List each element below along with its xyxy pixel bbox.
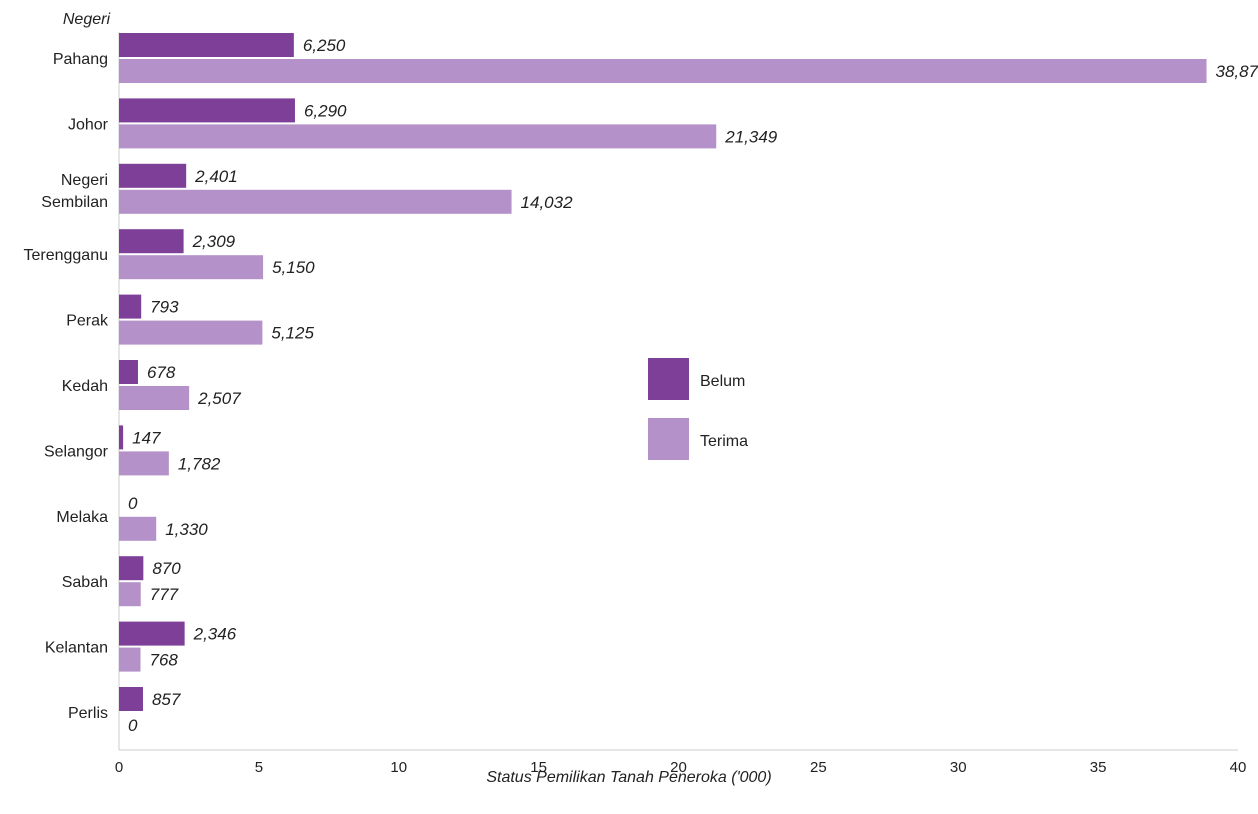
legend-label-terima: Terima: [700, 433, 748, 450]
value-label-belum-sabah: 870: [152, 559, 181, 578]
category-label-selangor: Selangor: [44, 443, 109, 460]
bar-terima-terengganu: [119, 255, 264, 280]
bar-terima-kelantan: [119, 647, 141, 672]
value-label-belum-johor: 6,290: [304, 101, 347, 120]
value-label-terima-negeri-sembilan: 14,032: [521, 193, 574, 212]
bar-belum-sabah: [119, 556, 144, 581]
x-tick-10: 10: [390, 759, 407, 776]
category-label-sabah: Sabah: [62, 574, 108, 591]
legend-label-belum: Belum: [700, 373, 745, 390]
value-label-belum-perak: 793: [150, 298, 179, 317]
bar-terima-johor: [119, 124, 717, 149]
bar-belum-kedah: [119, 360, 138, 384]
bar-terima-selangor: [119, 451, 169, 476]
category-label-terengganu: Terengganu: [23, 247, 108, 264]
x-axis-title: Status Pemilikan Tanah Peneroka ('000): [486, 769, 771, 786]
bar-belum-perak: [119, 294, 142, 319]
legend: Belum Terima: [648, 358, 748, 460]
legend-swatch-belum: [648, 358, 689, 400]
value-label-belum-negeri-sembilan: 2,401: [194, 167, 238, 186]
bar-belum-terengganu: [119, 229, 184, 254]
bar-belum-selangor: [119, 425, 124, 450]
value-label-terima-kelantan: 768: [149, 651, 178, 670]
category-label-negeri-sembilan: Negeri Sembilan: [41, 172, 108, 211]
category-label-kelantan: Kelantan: [45, 640, 108, 657]
x-tick-20: 20: [670, 759, 687, 776]
x-tick-40: 40: [1230, 759, 1247, 776]
bar-belum-johor: [119, 98, 295, 123]
bar-belum-kelantan: [119, 621, 185, 646]
x-tick-0: 0: [115, 759, 123, 776]
value-label-belum-perlis: 857: [152, 690, 181, 709]
bar-belum-perlis: [119, 687, 143, 711]
bar-terima-pahang: [119, 59, 1207, 83]
category-label-pahang: Pahang: [53, 51, 108, 68]
bar-terima-perak: [119, 320, 263, 345]
x-tick-5: 5: [255, 759, 263, 776]
bar-belum-negeri-sembilan: [119, 163, 187, 188]
value-label-terima-perlis: 0: [128, 716, 138, 735]
x-tick-25: 25: [810, 759, 827, 776]
bar-terima-kedah: [119, 386, 190, 410]
value-label-belum-terengganu: 2,309: [192, 232, 236, 251]
value-label-terima-melaka: 1,330: [165, 520, 208, 539]
value-label-terima-terengganu: 5,150: [272, 258, 315, 277]
value-label-belum-kedah: 678: [147, 363, 176, 382]
category-label-perlis: Perlis: [68, 705, 108, 722]
x-tick-30: 30: [950, 759, 967, 776]
category-label-perak: Perak: [66, 313, 109, 330]
category-label-melaka: Melaka: [56, 509, 108, 526]
bars-group: Pahang 6,250 38,875 Johor 6,290 21,349 NegeriS…: [23, 33, 1258, 735]
category-label-kedah: Kedah: [62, 378, 108, 395]
value-label-belum-selangor: 147: [132, 428, 161, 447]
value-label-belum-pahang: 6,250: [303, 36, 346, 55]
value-label-terima-pahang: 38,875: [1216, 62, 1258, 81]
value-label-terima-kedah: 2,507: [197, 389, 241, 408]
y-axis-title: Negeri: [63, 11, 111, 28]
value-label-terima-perak: 5,125: [271, 324, 314, 343]
x-tick-35: 35: [1090, 759, 1107, 776]
legend-swatch-terima: [648, 418, 689, 460]
bar-terima-negeri-sembilan: [119, 189, 512, 214]
category-label-johor: Johor: [68, 116, 109, 133]
bar-terima-sabah: [119, 582, 141, 607]
value-label-terima-sabah: 777: [150, 585, 179, 604]
bar-belum-pahang: [119, 33, 294, 57]
value-label-terima-johor: 21,349: [724, 127, 778, 146]
x-tick-15: 15: [530, 759, 547, 776]
value-label-terima-selangor: 1,782: [178, 454, 221, 473]
bar-terima-melaka: [119, 516, 157, 541]
value-label-belum-melaka: 0: [128, 494, 138, 513]
x-ticks-group: 0 5 10 15 20 25 30 35 40: [115, 759, 1247, 776]
value-label-belum-kelantan: 2,346: [193, 625, 237, 644]
